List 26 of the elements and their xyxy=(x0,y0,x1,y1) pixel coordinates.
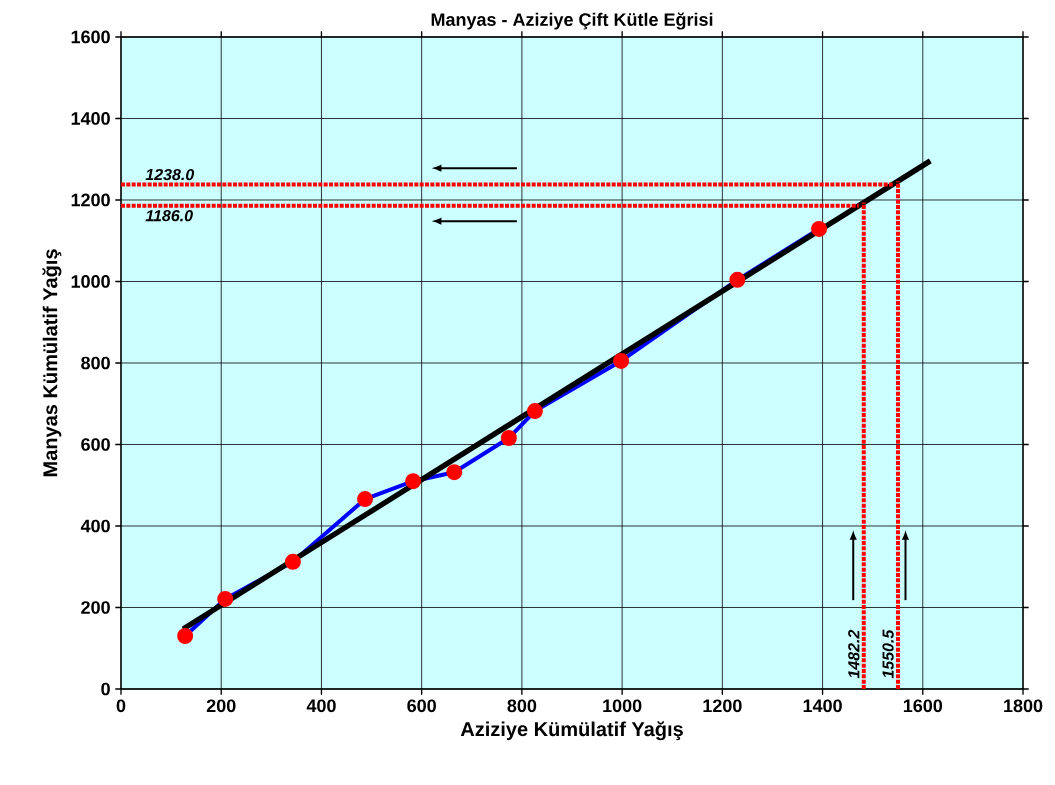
x-tick-label: 1600 xyxy=(903,699,943,713)
ref-line-label: 1186.0 xyxy=(145,209,193,222)
x-tick-label: 1800 xyxy=(1004,699,1043,713)
y-tick-label: 1600 xyxy=(71,30,110,44)
x-tick-label: 800 xyxy=(507,699,537,713)
x-tick-label: 400 xyxy=(306,699,336,713)
ref-line-label: 1482.2 xyxy=(848,629,860,679)
ref-line-label: 1238.0 xyxy=(145,168,195,181)
x-tick-label: 200 xyxy=(206,699,236,713)
y-tick-label: 600 xyxy=(81,438,110,451)
x-axis-title: Aziziye Kümülatif Yağış xyxy=(460,721,683,741)
chart-title: Manyas - Aziziye Çift Kütle Eğrisi xyxy=(431,12,713,30)
x-tick-label: 1000 xyxy=(603,699,642,713)
ref-line-label: 1550.5 xyxy=(882,629,894,679)
y-tick-label: 1400 xyxy=(71,112,110,125)
y-tick-label: 200 xyxy=(81,601,110,614)
y-tick-label: 1200 xyxy=(71,193,110,207)
x-tick-label: 1400 xyxy=(803,699,842,713)
y-axis-title: Manyas Kümülatif Yağış xyxy=(42,249,62,477)
y-tick-label: 800 xyxy=(81,356,110,370)
x-tick-label: 600 xyxy=(407,699,436,713)
x-tick-label: 0 xyxy=(116,699,126,713)
y-tick-label: 0 xyxy=(101,682,110,696)
y-tick-label: 1000 xyxy=(71,275,110,288)
y-tick-label: 400 xyxy=(80,519,110,533)
x-tick-label: 1200 xyxy=(703,699,742,713)
